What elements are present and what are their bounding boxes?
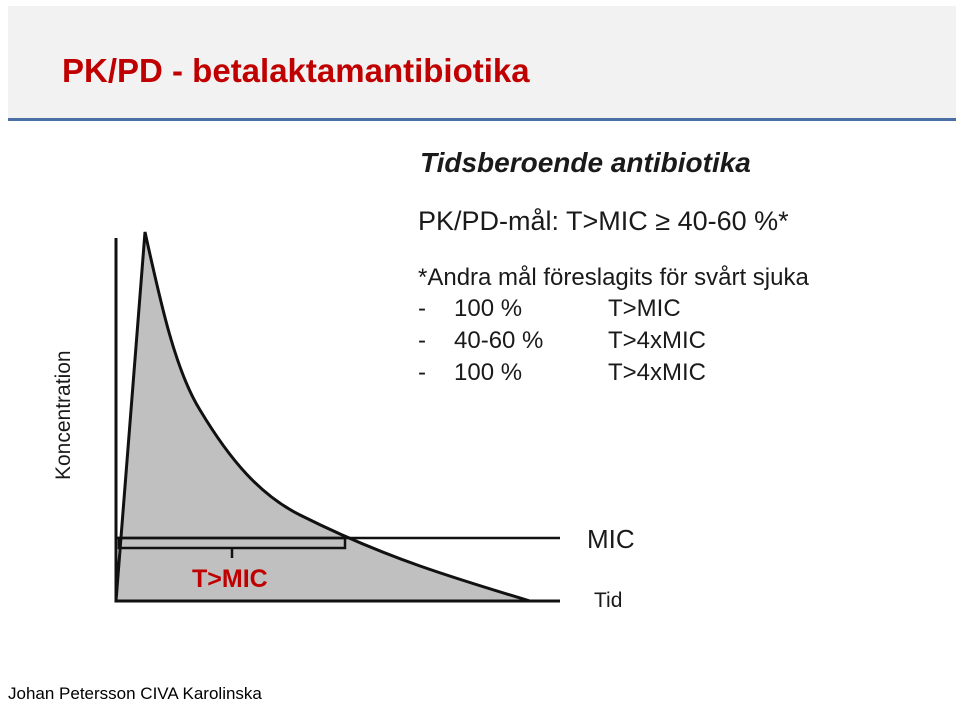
bullet-dash: - bbox=[418, 295, 426, 322]
alternative-target: T>4xMIC bbox=[608, 327, 707, 354]
alternative-target: T>MIC bbox=[608, 295, 681, 322]
mic-label: MIC bbox=[587, 524, 635, 554]
y-axis-label: Koncentration bbox=[52, 350, 75, 480]
bullet-dash: - bbox=[418, 327, 426, 354]
title-band bbox=[8, 6, 956, 121]
concentration-area bbox=[114, 231, 531, 603]
subtitle: Tidsberoende antibiotika bbox=[420, 147, 751, 178]
footnote: *Andra mål föreslagits för svårt sjuka bbox=[418, 264, 809, 291]
footer-credit: Johan Petersson CIVA Karolinska bbox=[8, 684, 262, 703]
pkpd-goal: PK/PD-mål: T>MIC ≥ 40-60 %* bbox=[418, 206, 789, 236]
alternative-target: T>4xMIC bbox=[608, 359, 707, 386]
t-mic-label: T>MIC bbox=[192, 565, 268, 593]
alternative-percent: 100 % bbox=[454, 359, 523, 386]
bullet-dash: - bbox=[418, 359, 426, 386]
alternative-percent: 100 % bbox=[454, 295, 523, 322]
alternative-percent: 40-60 % bbox=[454, 327, 544, 354]
slide-title: PK/PD - betalaktamantibiotika bbox=[62, 52, 530, 89]
x-axis-label: Tid bbox=[594, 589, 623, 612]
